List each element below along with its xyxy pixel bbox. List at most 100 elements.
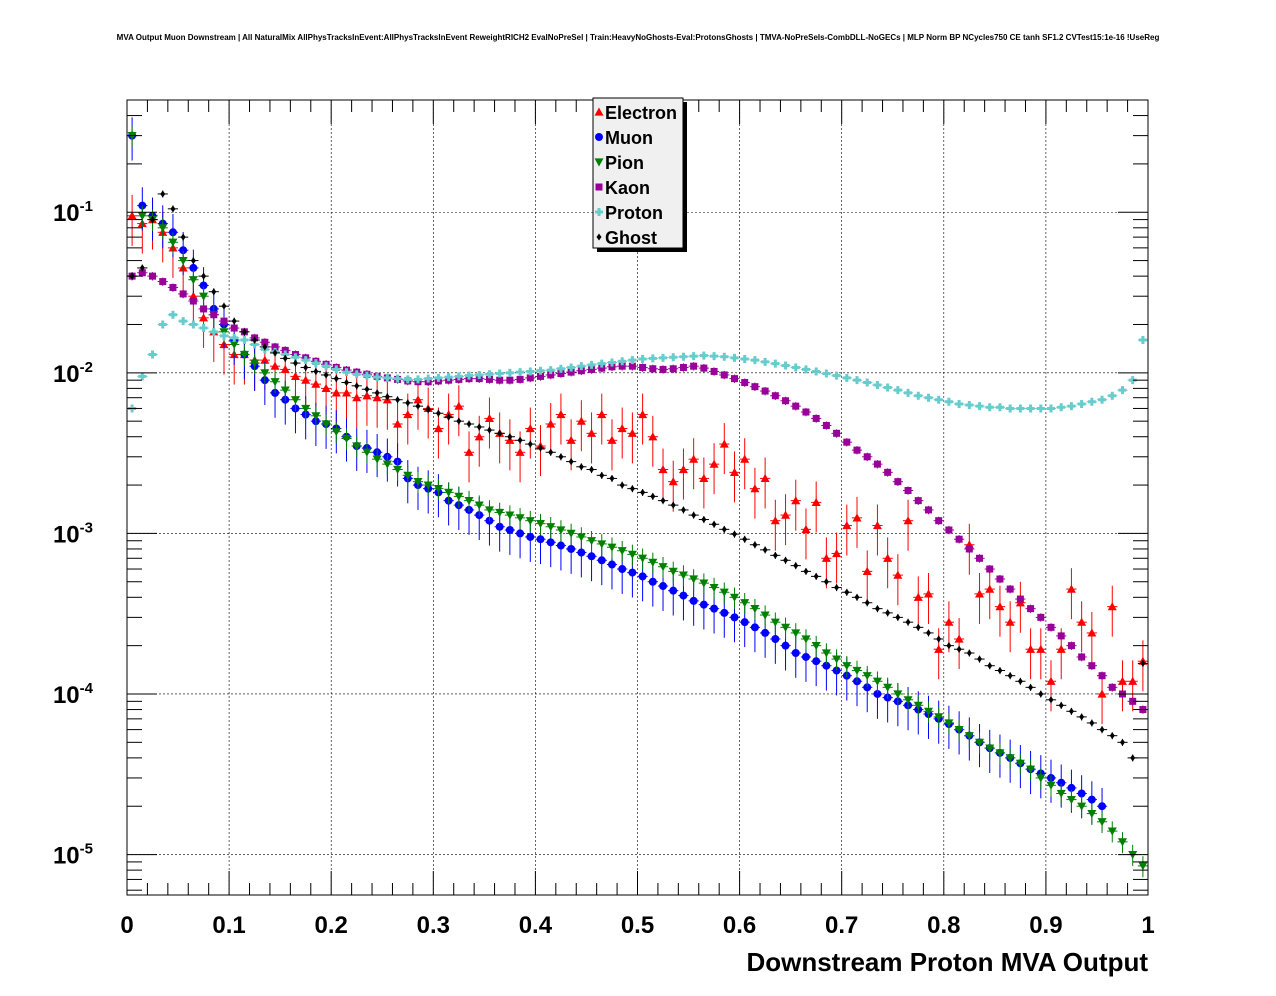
pion-point	[648, 558, 658, 567]
ghost-point	[548, 448, 554, 456]
muon-point	[199, 281, 208, 290]
ghost-point	[333, 375, 339, 383]
muon-point	[168, 228, 177, 237]
electron-point	[556, 410, 566, 419]
pion-point	[1097, 818, 1107, 827]
pion-point	[495, 508, 505, 517]
x-tick-label: 0.4	[519, 912, 553, 939]
pion-point	[760, 611, 770, 620]
ghost-point	[915, 623, 921, 631]
electron-point	[638, 410, 648, 419]
kaon-point	[220, 317, 228, 325]
proton-point	[1057, 403, 1066, 412]
ghost-point	[660, 497, 666, 505]
electron-point	[668, 477, 678, 486]
ghost-point	[292, 359, 298, 367]
proton-point	[332, 365, 341, 374]
ghost-point	[303, 363, 309, 371]
x-tick-label: 0.6	[723, 912, 756, 939]
proton-point	[1067, 402, 1076, 411]
proton-point	[607, 358, 616, 367]
proton-point	[383, 373, 392, 382]
electron-point	[515, 447, 525, 456]
kaon-point	[557, 370, 565, 378]
ghost-point	[241, 328, 247, 336]
kaon-point	[853, 446, 861, 454]
ghost-point	[282, 354, 288, 362]
proton-point	[373, 373, 382, 382]
x-tick-label: 0	[120, 912, 133, 939]
proton-point	[393, 374, 402, 383]
pion-point	[444, 488, 454, 497]
proton-point	[812, 367, 821, 376]
muon-point	[761, 628, 770, 637]
ghost-point	[966, 649, 972, 657]
pion-point	[934, 713, 944, 722]
ghost-point	[1007, 672, 1013, 680]
pion-point	[852, 666, 862, 676]
electron-point	[546, 419, 556, 428]
ghost-point	[395, 396, 401, 404]
proton-point	[577, 362, 586, 371]
ghost-point	[691, 511, 697, 519]
proton-point	[454, 372, 463, 381]
electron-point	[525, 424, 535, 433]
electron-point	[1097, 689, 1107, 698]
electron-point	[1056, 644, 1066, 653]
ghost-point	[1140, 659, 1146, 667]
electron-point	[1046, 676, 1056, 685]
kaon-point	[179, 290, 187, 298]
kaon-point	[210, 311, 218, 319]
kaon-point	[169, 283, 177, 291]
y-tick-label: 10-3	[53, 519, 93, 548]
proton-point	[424, 374, 433, 383]
pion-point	[188, 276, 198, 285]
pion-point	[913, 701, 923, 710]
electron-point	[433, 424, 443, 433]
ghost-point	[711, 520, 717, 528]
pion-point	[168, 238, 178, 247]
pion-point	[627, 550, 637, 559]
electron-point	[923, 589, 933, 598]
electron-point	[372, 393, 382, 402]
kaon-point	[547, 371, 555, 379]
ghost-point	[435, 409, 441, 417]
pion-point	[597, 540, 607, 549]
pion-point	[1077, 802, 1087, 811]
legend-marker-proton	[595, 208, 603, 216]
kaon-point	[1129, 697, 1137, 705]
electron-point	[781, 510, 791, 519]
proton-point	[699, 351, 708, 360]
ghost-point	[874, 605, 880, 613]
ghost-point	[517, 436, 523, 444]
muon-point	[863, 683, 872, 692]
ghost-point	[864, 599, 870, 607]
electron-point	[607, 435, 617, 444]
y-tick-label: 10-1	[53, 198, 93, 227]
proton-point	[209, 327, 218, 336]
legend-box	[592, 97, 684, 249]
legend: Electron Muon Pion Kaon Proton Ghost	[592, 97, 687, 252]
muon-point	[536, 535, 545, 544]
muon-point	[659, 582, 668, 591]
kaon-point	[935, 517, 943, 525]
kaon-point	[200, 305, 208, 313]
kaon-point	[924, 506, 932, 514]
electron-point	[1005, 617, 1015, 626]
legend-marker-ghost	[596, 233, 602, 241]
proton-point	[628, 356, 637, 365]
muon-point	[750, 623, 759, 632]
pion-point	[842, 662, 852, 671]
kaon-point	[996, 575, 1004, 583]
ghost-point	[956, 645, 962, 653]
y-tick-labels: 10-5 10-4 10-3 10-2 10-1	[53, 198, 94, 869]
kaon-point	[261, 338, 269, 346]
electron-point	[617, 424, 627, 433]
ghost-point	[925, 629, 931, 637]
pion-point	[546, 523, 556, 532]
pion-point	[536, 520, 546, 529]
electron-point	[842, 520, 852, 530]
proton-point	[659, 353, 668, 362]
pion-point	[362, 448, 372, 457]
pion-point	[740, 599, 750, 608]
